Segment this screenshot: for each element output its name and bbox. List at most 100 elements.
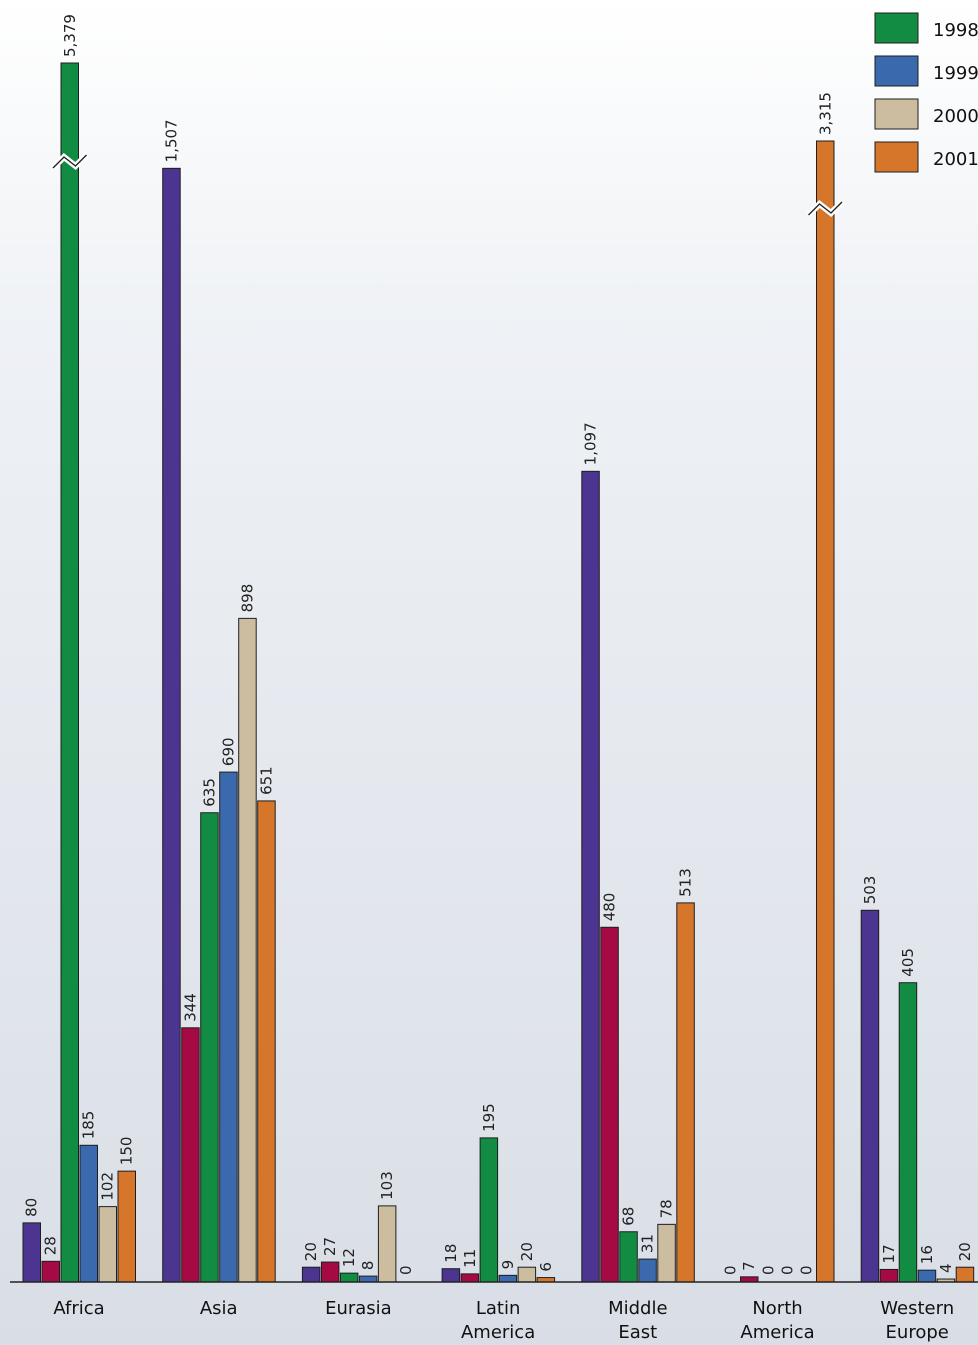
category-label: Latin: [476, 1298, 521, 1319]
value-label: 4: [937, 1263, 955, 1273]
bar-0-5: [117, 1170, 136, 1283]
value-label: 690: [219, 737, 237, 766]
category-label: Asia: [200, 1298, 238, 1319]
value-label: 0: [721, 1265, 739, 1275]
bar-1-0: [162, 167, 181, 1283]
bar-5-5: [816, 140, 835, 1283]
value-label: 28: [42, 1236, 60, 1255]
bars-layer: [22, 62, 975, 1283]
bar-4-4: [657, 1223, 676, 1283]
value-label: 195: [480, 1103, 498, 1132]
value-label: 103: [378, 1171, 396, 1200]
bar-0-0: [22, 1222, 41, 1283]
category-label: America: [740, 1322, 814, 1343]
value-label: 9: [499, 1260, 517, 1270]
value-label: 18: [442, 1244, 460, 1263]
value-label: 635: [200, 778, 218, 807]
value-label: 1,097: [582, 422, 600, 465]
category-label: Middle: [608, 1298, 667, 1319]
category-label: Eurasia: [325, 1298, 392, 1319]
bar-6-2: [898, 982, 918, 1283]
bar-0-4: [98, 1206, 117, 1283]
value-labels-layer: 80285,3791851021501,50734463569089865120…: [23, 14, 974, 1275]
bar-0-1: [41, 1260, 60, 1283]
value-label: 480: [601, 893, 619, 922]
legend: 1998 1999 2000 2001: [874, 12, 978, 173]
legend-label: 2001: [933, 149, 978, 170]
legend-label: 2000: [933, 106, 978, 127]
value-label: 0: [797, 1265, 815, 1275]
bar-3-4: [517, 1266, 537, 1283]
value-label: 344: [181, 993, 199, 1022]
legend-label: 1998: [933, 20, 978, 41]
bar-1-2: [200, 812, 219, 1283]
category-labels-layer: Africa Asia Eurasia Latin America Middle East N…: [53, 1298, 954, 1343]
value-label: 12: [340, 1248, 358, 1267]
bar-2-3: [358, 1275, 378, 1283]
bar-6-3: [917, 1269, 937, 1283]
value-label: 17: [880, 1244, 898, 1263]
bar-4-3: [638, 1258, 657, 1283]
value-label: 185: [80, 1111, 98, 1140]
value-label: 5,379: [61, 14, 79, 57]
bar-4-0: [581, 470, 600, 1283]
value-label: 0: [759, 1265, 777, 1275]
bar-6-5: [955, 1266, 975, 1283]
value-label: 405: [899, 948, 917, 977]
value-label: 6: [537, 1262, 555, 1272]
bar-4-5: [676, 902, 695, 1283]
value-label: 513: [677, 868, 695, 897]
value-label: 1,507: [162, 119, 180, 162]
axis-break-icon: [52, 154, 87, 169]
bar-3-0: [441, 1268, 461, 1283]
bar-3-1: [460, 1273, 480, 1283]
category-label: Africa: [53, 1298, 104, 1319]
bar-2-4: [377, 1205, 397, 1283]
legend-swatch: [874, 141, 919, 173]
value-label: 150: [118, 1137, 136, 1166]
legend-swatch: [874, 98, 919, 130]
legend-swatch: [874, 12, 919, 44]
value-label: 31: [639, 1234, 657, 1253]
bar-5-1: [740, 1276, 759, 1283]
value-label: 8: [359, 1261, 377, 1271]
bar-3-3: [498, 1274, 518, 1283]
bar-2-2: [339, 1272, 359, 1283]
value-label: 20: [518, 1242, 536, 1261]
value-label: 27: [321, 1237, 339, 1256]
category-label: North: [752, 1298, 802, 1319]
value-label: 20: [302, 1242, 320, 1261]
bar-1-3: [219, 771, 238, 1283]
value-label: 68: [620, 1207, 638, 1226]
bar-1-1: [181, 1027, 200, 1283]
value-label: 80: [23, 1198, 41, 1217]
bar-2-1: [320, 1261, 340, 1283]
bar-0-2: [60, 62, 79, 1283]
value-label: 78: [658, 1199, 676, 1218]
value-label: 11: [461, 1249, 479, 1268]
axis-break-icon: [808, 201, 843, 216]
bar-0-3: [79, 1144, 98, 1283]
legend-label: 1999: [933, 63, 978, 84]
bar-6-0: [860, 909, 880, 1283]
category-label: Western: [880, 1298, 954, 1319]
value-label: 651: [257, 766, 275, 795]
bar-1-5: [257, 800, 276, 1283]
bar-2-0: [301, 1266, 321, 1283]
category-label: America: [461, 1322, 535, 1343]
category-label: East: [618, 1322, 657, 1343]
value-label: 3,315: [816, 92, 834, 135]
value-label: 503: [861, 876, 879, 905]
value-label: 7: [740, 1261, 758, 1271]
category-label: Europe: [886, 1322, 949, 1343]
value-label: 102: [99, 1172, 117, 1201]
value-label: 0: [397, 1265, 415, 1275]
value-label: 16: [918, 1245, 936, 1264]
value-label: 0: [778, 1265, 796, 1275]
legend-swatch: [874, 55, 919, 87]
bar-6-1: [879, 1268, 899, 1283]
bar-3-2: [479, 1137, 499, 1283]
bar-1-4: [238, 617, 257, 1283]
bar-4-2: [619, 1231, 638, 1283]
